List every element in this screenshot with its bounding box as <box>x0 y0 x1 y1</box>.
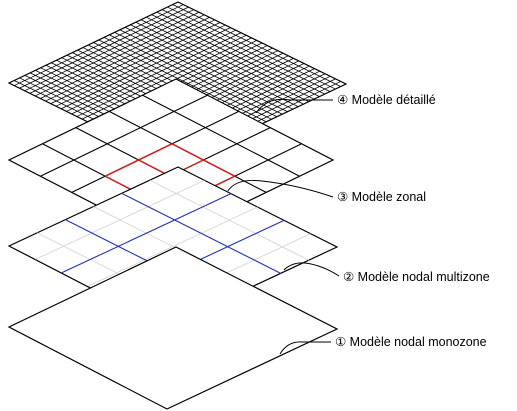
layer-outline <box>7 246 339 410</box>
leader-nodal-monozone <box>279 341 331 355</box>
label-detailed-model: ④ Modèle détaillé <box>337 93 436 107</box>
highlight-line <box>171 143 236 177</box>
zone-grid-line <box>121 192 281 274</box>
leader-detailed <box>255 98 333 114</box>
grid-line <box>40 94 208 177</box>
label-zonal-model: ③ Modèle zonal <box>337 190 426 204</box>
leader-nodal-multizone <box>283 262 340 277</box>
label-nodal-monozone-model: ① Modèle nodal monozone <box>335 335 487 349</box>
leader-zonal <box>227 180 334 198</box>
nodal-monozone-layer <box>7 246 339 410</box>
label-nodal-multizone-model: ② Modèle nodal multizone <box>343 270 490 284</box>
grid-line <box>142 94 300 177</box>
zone-grid-line <box>61 193 232 274</box>
